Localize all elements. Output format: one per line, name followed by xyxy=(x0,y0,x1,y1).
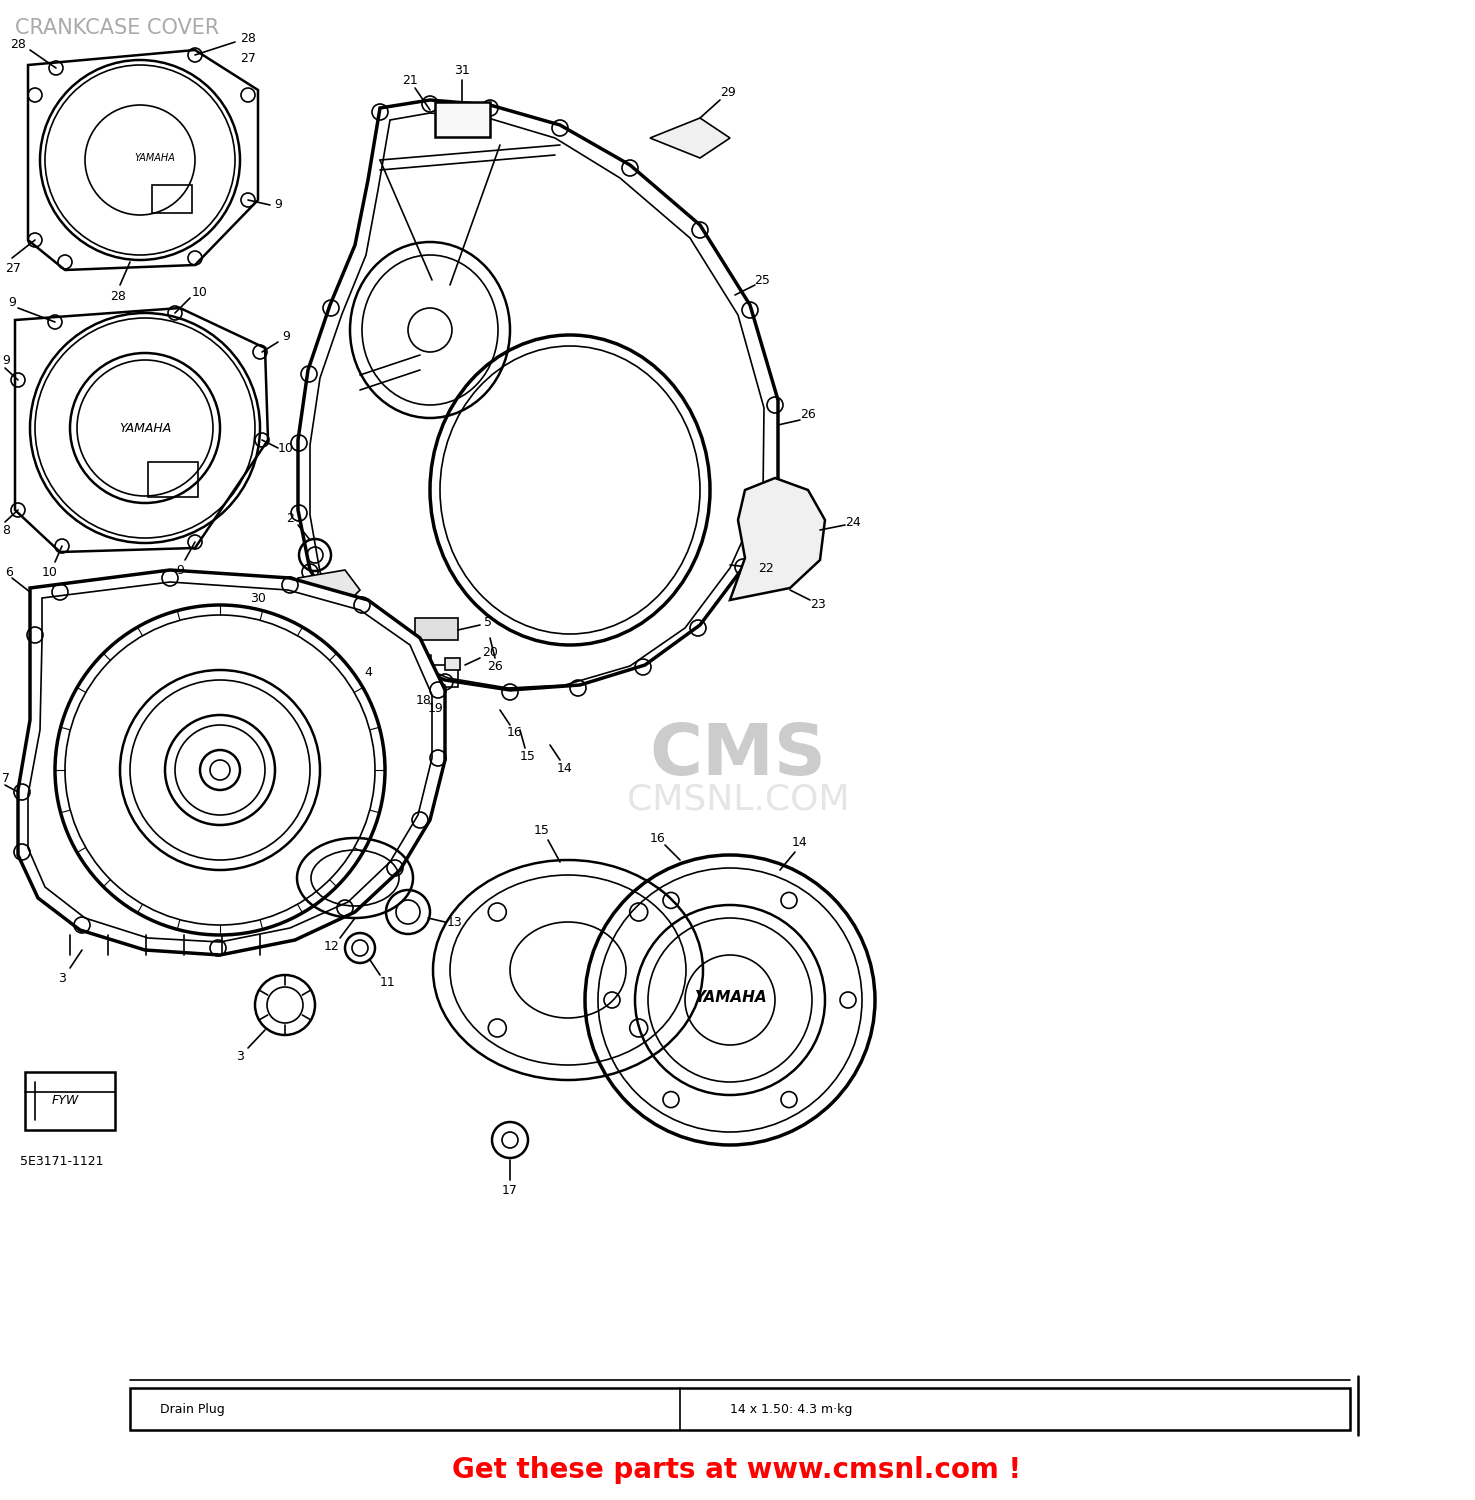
Text: 17: 17 xyxy=(502,1184,518,1197)
Text: Drain Plug: Drain Plug xyxy=(159,1402,224,1416)
Text: 14: 14 xyxy=(792,836,808,849)
Text: 20: 20 xyxy=(482,646,499,660)
Text: 12: 12 xyxy=(324,939,339,952)
Text: 9: 9 xyxy=(176,564,184,576)
Text: 10: 10 xyxy=(279,441,294,454)
Text: 5: 5 xyxy=(484,615,493,628)
Bar xyxy=(130,1388,1350,1429)
Text: 15: 15 xyxy=(534,824,550,837)
Text: 22: 22 xyxy=(758,561,774,574)
Text: 9: 9 xyxy=(1,354,10,366)
Text: 9: 9 xyxy=(282,330,291,344)
Text: 27: 27 xyxy=(240,51,257,64)
Polygon shape xyxy=(18,570,445,956)
Text: 18: 18 xyxy=(416,693,432,706)
Text: 24: 24 xyxy=(845,516,861,528)
Text: 26: 26 xyxy=(487,660,503,672)
Polygon shape xyxy=(730,478,825,600)
Text: 10: 10 xyxy=(43,566,58,579)
Polygon shape xyxy=(650,118,730,158)
Text: 7: 7 xyxy=(1,771,10,784)
Text: 13: 13 xyxy=(447,915,463,928)
Text: 25: 25 xyxy=(754,273,770,286)
Text: 16: 16 xyxy=(650,831,665,844)
Text: 23: 23 xyxy=(810,598,826,612)
Polygon shape xyxy=(298,100,777,690)
Text: 28: 28 xyxy=(240,32,257,45)
Polygon shape xyxy=(28,50,258,270)
Text: 15: 15 xyxy=(521,750,535,762)
Text: 6: 6 xyxy=(4,566,13,579)
Text: 26: 26 xyxy=(799,408,816,422)
Bar xyxy=(445,658,460,670)
Text: 30: 30 xyxy=(251,591,266,604)
Polygon shape xyxy=(298,570,360,620)
Text: 2: 2 xyxy=(286,512,294,525)
Text: 31: 31 xyxy=(454,63,471,76)
Text: 5E3171-1121: 5E3171-1121 xyxy=(21,1155,103,1168)
Bar xyxy=(431,664,459,687)
Bar xyxy=(148,462,198,496)
Text: YAMAHA: YAMAHA xyxy=(693,990,767,1005)
Text: 21: 21 xyxy=(403,74,417,87)
Text: 28: 28 xyxy=(111,290,125,303)
Bar xyxy=(400,656,431,676)
Text: Get these parts at www.cmsnl.com !: Get these parts at www.cmsnl.com ! xyxy=(453,1456,1022,1484)
Text: 8: 8 xyxy=(1,524,10,537)
Text: CRANKCASE COVER: CRANKCASE COVER xyxy=(15,18,220,38)
Text: 11: 11 xyxy=(381,975,395,988)
Bar xyxy=(25,1072,115,1130)
Polygon shape xyxy=(15,308,268,552)
Text: 14: 14 xyxy=(558,762,572,774)
Text: 14 x 1.50: 4.3 m·kg: 14 x 1.50: 4.3 m·kg xyxy=(730,1402,853,1416)
Text: 10: 10 xyxy=(192,286,208,300)
Bar xyxy=(435,102,490,136)
Text: 28: 28 xyxy=(10,39,27,51)
Text: 9: 9 xyxy=(274,198,282,211)
Text: CMSNL.COM: CMSNL.COM xyxy=(627,783,850,818)
Text: 3: 3 xyxy=(58,972,66,984)
Polygon shape xyxy=(414,618,459,640)
Text: CMS: CMS xyxy=(649,720,826,789)
Text: FYW: FYW xyxy=(52,1095,78,1107)
Bar xyxy=(152,184,192,213)
Text: 4: 4 xyxy=(364,666,372,678)
Text: YAMAHA: YAMAHA xyxy=(119,422,171,435)
Text: 16: 16 xyxy=(507,726,522,738)
Text: 29: 29 xyxy=(720,86,736,99)
Text: 19: 19 xyxy=(428,702,444,714)
Text: 3: 3 xyxy=(236,1050,243,1062)
Text: YAMAHA: YAMAHA xyxy=(134,153,176,164)
Text: 9: 9 xyxy=(7,296,16,309)
Text: 27: 27 xyxy=(4,261,21,274)
